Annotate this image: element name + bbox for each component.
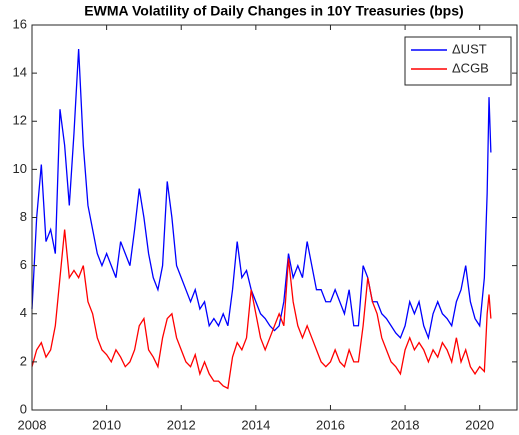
x-tick-label: 2008 — [18, 417, 47, 432]
legend-box — [404, 36, 512, 86]
y-tick-label: 8 — [20, 209, 27, 224]
legend-label: ΔCGB — [452, 60, 489, 75]
x-tick-label: 2020 — [465, 417, 494, 432]
y-tick-label: 0 — [20, 401, 27, 416]
x-tick-label: 2010 — [92, 417, 121, 432]
chart-title: EWMA Volatility of Daily Changes in 10Y … — [84, 3, 463, 19]
y-tick-label: 4 — [20, 305, 27, 320]
x-tick-label: 2016 — [316, 417, 345, 432]
series-line — [31, 49, 492, 341]
y-tick-label: 10 — [13, 161, 27, 176]
y-tick-label: 14 — [13, 65, 27, 80]
y-tick-label: 12 — [13, 113, 27, 128]
x-tick-label: 2012 — [167, 417, 196, 432]
series-line — [31, 229, 492, 390]
y-tick-label: 16 — [13, 16, 27, 31]
x-tick-label: 2014 — [241, 417, 270, 432]
x-tick-label: 2018 — [391, 417, 420, 432]
legend: ΔUST ΔCGB — [404, 36, 512, 86]
legend-label: ΔUST — [452, 41, 487, 56]
y-tick-label: 2 — [20, 353, 27, 368]
y-tick-label: 6 — [20, 257, 27, 272]
